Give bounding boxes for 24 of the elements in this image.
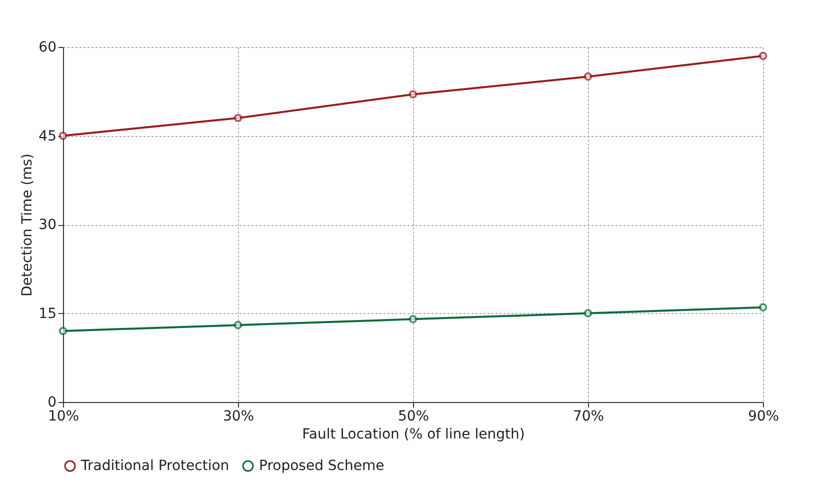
y-tick-label: 60 bbox=[38, 40, 56, 56]
legend-label: Traditional Protection bbox=[80, 458, 230, 474]
x-tick-label: 90% bbox=[748, 408, 780, 424]
point bbox=[584, 72, 592, 81]
point bbox=[58, 132, 68, 140]
x-tick-label: 10% bbox=[48, 408, 80, 424]
x-axis-title: Fault Location (% of line length) bbox=[302, 426, 525, 442]
point bbox=[234, 114, 242, 122]
y-tick-label: 0 bbox=[48, 394, 56, 410]
y-tick-label: 30 bbox=[38, 217, 56, 233]
point bbox=[758, 303, 768, 312]
point bbox=[408, 315, 418, 324]
legend-label: Proposed Scheme bbox=[259, 458, 384, 474]
point bbox=[234, 320, 242, 330]
x-tick-label: 70% bbox=[572, 408, 604, 424]
point bbox=[408, 90, 418, 98]
y-tick-label: 15 bbox=[38, 306, 56, 322]
point bbox=[758, 52, 768, 60]
y-axis-title: Detection Time (ms) bbox=[20, 153, 36, 297]
x-tick-label: 30% bbox=[222, 408, 254, 424]
point bbox=[584, 309, 592, 318]
x-tick-label: 50% bbox=[398, 408, 430, 424]
y-tick-label: 45 bbox=[38, 128, 56, 144]
point bbox=[58, 326, 68, 336]
